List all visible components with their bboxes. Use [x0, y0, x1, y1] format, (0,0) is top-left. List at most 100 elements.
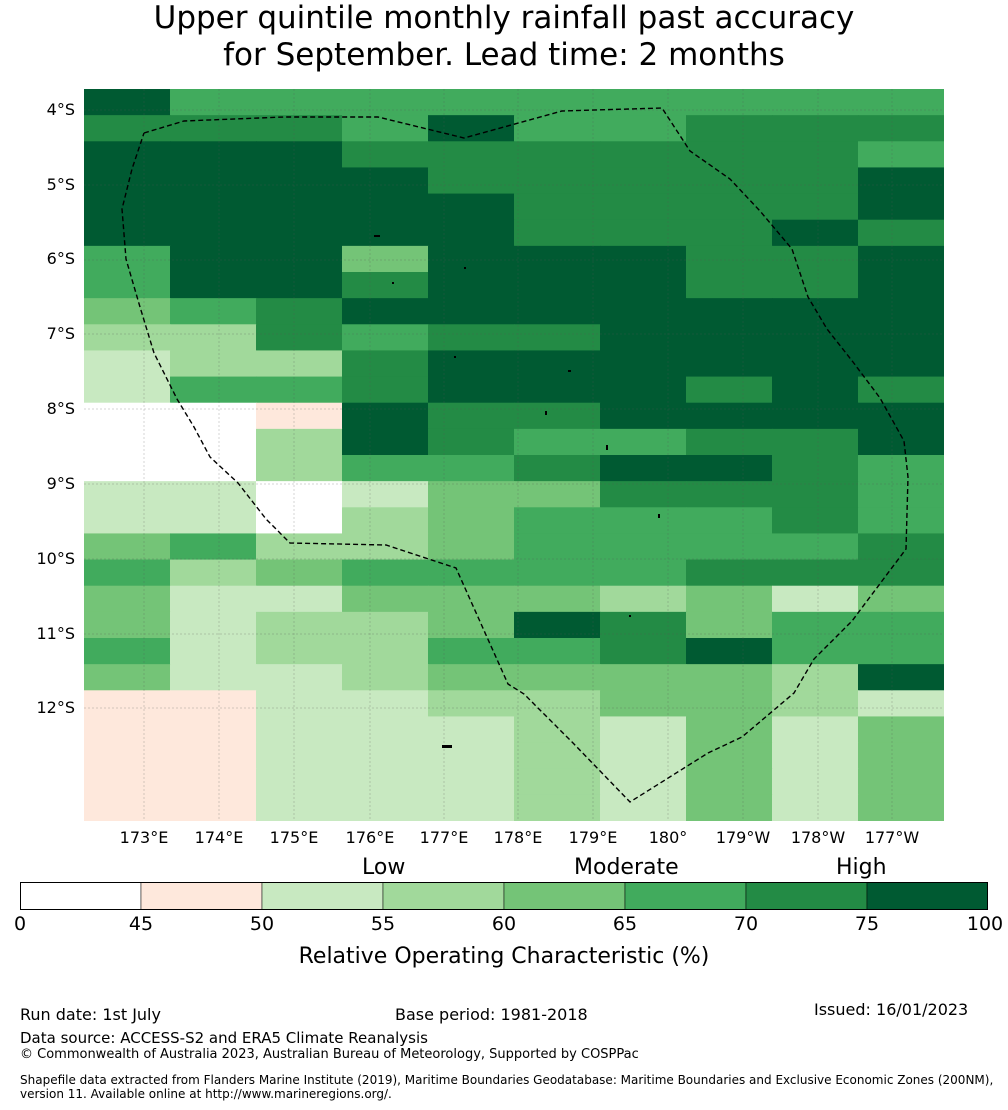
map-cell: [600, 716, 687, 744]
map-gridlines: [84, 89, 944, 821]
map-cell: [256, 298, 343, 325]
map-cell: [256, 481, 343, 508]
map-cell: [84, 350, 171, 378]
colorbar-segment: [261, 882, 384, 910]
map-cell: [428, 272, 515, 299]
colorbar-segment: [503, 882, 626, 910]
colorbar-tick-75: 75: [854, 913, 880, 935]
map-cell: [170, 376, 257, 404]
map-cell: [84, 455, 171, 482]
map-cell: [686, 402, 773, 430]
map-cell: [514, 219, 601, 247]
map-cell: [858, 141, 944, 169]
map-cell: [858, 507, 944, 535]
map-cell: [686, 245, 773, 273]
colorbar: [20, 882, 988, 910]
map-cell: [600, 768, 687, 796]
map-cell: [772, 664, 859, 691]
map-cell: [772, 481, 859, 508]
map-cell: [428, 219, 515, 247]
map-cell: [600, 272, 687, 299]
map-cell: [772, 245, 859, 273]
map-cell: [170, 794, 257, 821]
map-cell: [428, 742, 515, 770]
map-cell: [428, 298, 515, 325]
map-cell: [428, 638, 515, 665]
map-cell: [170, 481, 257, 508]
map-cell: [514, 402, 601, 430]
map-cell: [858, 167, 944, 195]
map-cell: [84, 768, 171, 796]
map-cell: [342, 559, 429, 587]
map-cell: [428, 533, 515, 561]
map-cell: [84, 794, 171, 821]
lon-label-179w: 179°W: [715, 828, 771, 847]
map-cell: [514, 428, 601, 456]
map-cell: [342, 89, 429, 116]
map-cell: [256, 272, 343, 299]
colorbar-tick-65: 65: [612, 913, 638, 935]
map-cell: [514, 455, 601, 482]
map-cell: [600, 402, 687, 430]
lon-label-179e: 179°E: [568, 828, 618, 847]
map-cell: [600, 664, 687, 691]
map-cell: [428, 664, 515, 691]
map-cell: [170, 507, 257, 535]
map-cell: [256, 794, 343, 821]
map-cell: [428, 167, 515, 195]
colorbar-tick-45: 45: [128, 913, 154, 935]
map-cell: [428, 690, 515, 718]
map-cell: [170, 559, 257, 587]
map-cell: [170, 742, 257, 770]
map-cell: [342, 533, 429, 561]
map-cell: [772, 350, 859, 378]
map-cell: [772, 585, 859, 613]
map-cell: [84, 585, 171, 613]
map-cell: [686, 585, 773, 613]
lat-label-5s: 5°S: [46, 175, 75, 194]
lat-label-8s: 8°S: [46, 399, 75, 418]
map-cell: [170, 219, 257, 247]
map-cell: [772, 324, 859, 352]
map-cell: [342, 716, 429, 744]
map-cell: [772, 219, 859, 247]
map-cell: [600, 559, 687, 587]
colorbar-tick-70: 70: [733, 913, 759, 935]
map-cell: [686, 219, 773, 247]
map-cell: [858, 350, 944, 378]
map-cell: [600, 115, 687, 142]
map-cell: [600, 585, 687, 613]
map-cell: [686, 559, 773, 587]
map-cell: [772, 768, 859, 796]
map-cell: [514, 533, 601, 561]
map-cell: [342, 245, 429, 273]
map-cell: [514, 585, 601, 613]
map-cell: [84, 141, 171, 169]
map-cell: [170, 193, 257, 221]
map-cell: [514, 193, 601, 221]
map-cell: [256, 559, 343, 587]
colorbar-tick-60: 60: [491, 913, 517, 935]
map-cell: [514, 507, 601, 535]
map-cell: [428, 402, 515, 430]
map-cell: [84, 664, 171, 691]
map-cell: [84, 402, 171, 430]
map-cell: [428, 115, 515, 142]
lat-label-10s: 10°S: [36, 549, 75, 568]
map-cell: [170, 455, 257, 482]
map-cell: [256, 664, 343, 691]
map-cell: [428, 141, 515, 169]
map-cell: [428, 611, 515, 639]
map-cell: [428, 585, 515, 613]
map-cell: [600, 533, 687, 561]
map-cell: [84, 716, 171, 744]
map-cell: [342, 428, 429, 456]
map-cell: [170, 272, 257, 299]
map-cell: [858, 664, 944, 691]
map-cell: [772, 611, 859, 639]
map-cell: [342, 611, 429, 639]
map-cell: [772, 115, 859, 142]
map-cell: [514, 611, 601, 639]
map-cell: [600, 167, 687, 195]
map-cell: [772, 716, 859, 744]
